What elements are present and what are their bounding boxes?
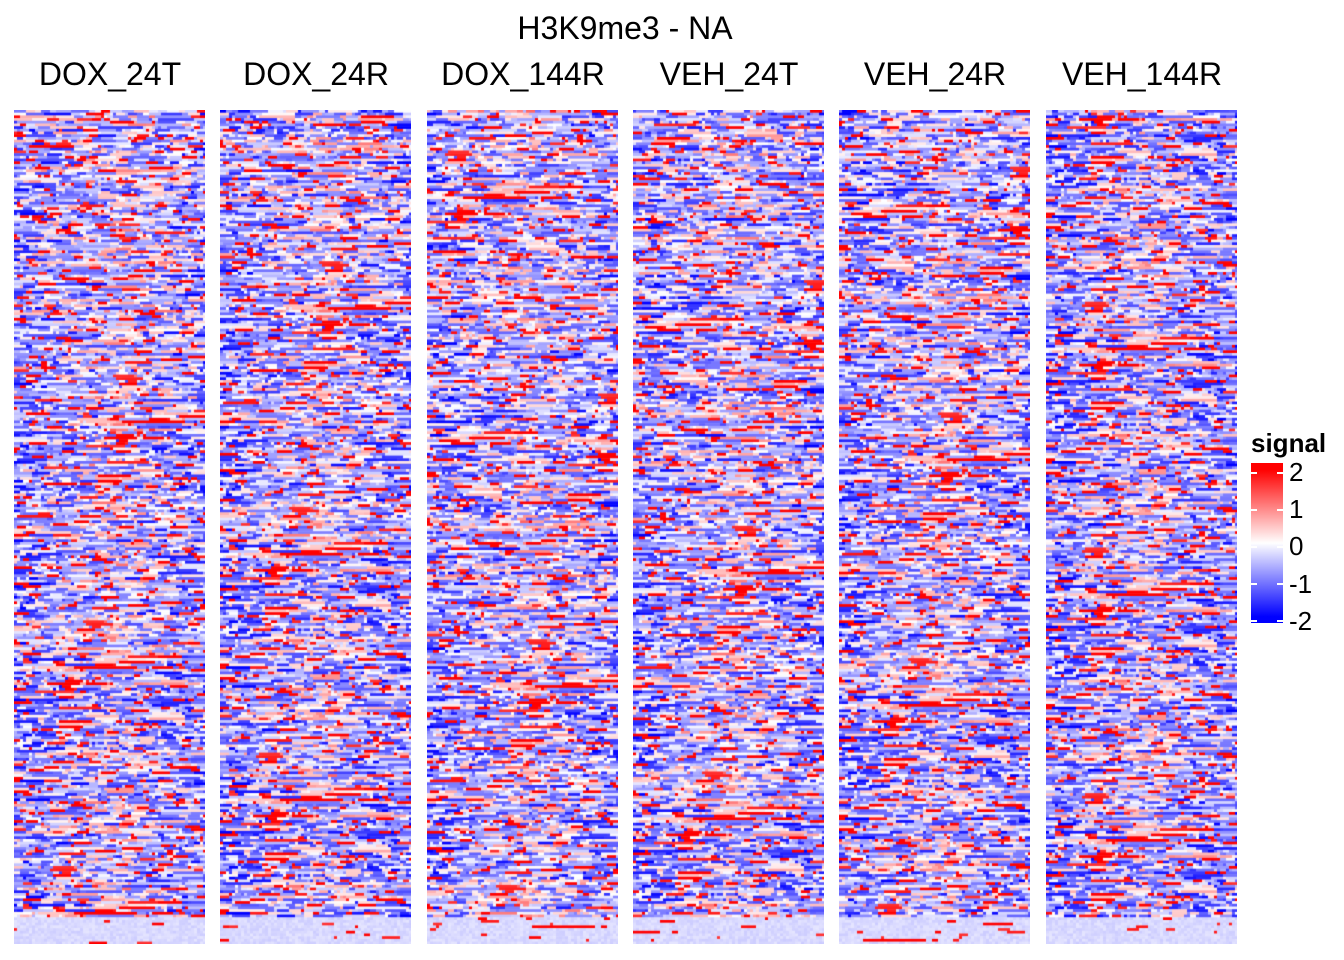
heatmap-panel-veh-144r — [1046, 110, 1237, 944]
legend-tick-mark — [1251, 583, 1257, 585]
legend-tick-mark — [1251, 620, 1257, 622]
heatmap-panel-dox-144r — [427, 110, 618, 944]
legend-tick-mark — [1277, 472, 1283, 474]
legend-tick-mark — [1277, 546, 1283, 548]
panel-label: DOX_144R — [441, 56, 605, 92]
legend-tick-mark — [1277, 509, 1283, 511]
legend-title: signal — [1251, 428, 1327, 458]
panel-label: DOX_24R — [243, 56, 389, 92]
legend-tick-label: -2 — [1289, 606, 1313, 636]
legend-tick-label: 2 — [1289, 457, 1304, 487]
legend-tick-mark — [1251, 546, 1257, 548]
legend-colorbar — [1251, 463, 1283, 623]
heatmap-panel-dox-24t — [14, 110, 205, 944]
legend-tick-mark — [1277, 583, 1283, 585]
heatmap-panel-veh-24t — [633, 110, 824, 944]
panel-label: VEH_144R — [1061, 56, 1223, 92]
panel-label: DOX_24T — [38, 56, 182, 92]
panel-label: VEH_24T — [659, 56, 799, 92]
legend-tick-label: 0 — [1289, 531, 1304, 561]
panel-label: VEH_24R — [863, 56, 1007, 92]
heatmap-panel-veh-24r — [839, 110, 1030, 944]
legend-tick-mark — [1251, 509, 1257, 511]
legend-tick-label: -1 — [1289, 569, 1313, 599]
legend-tick-mark — [1251, 472, 1257, 474]
legend-tick-mark — [1277, 620, 1283, 622]
legend-tick-label: 1 — [1289, 494, 1304, 524]
heatmap-panel-dox-24r — [220, 110, 411, 944]
chart-title: H3K9me3 - NA — [517, 10, 733, 46]
